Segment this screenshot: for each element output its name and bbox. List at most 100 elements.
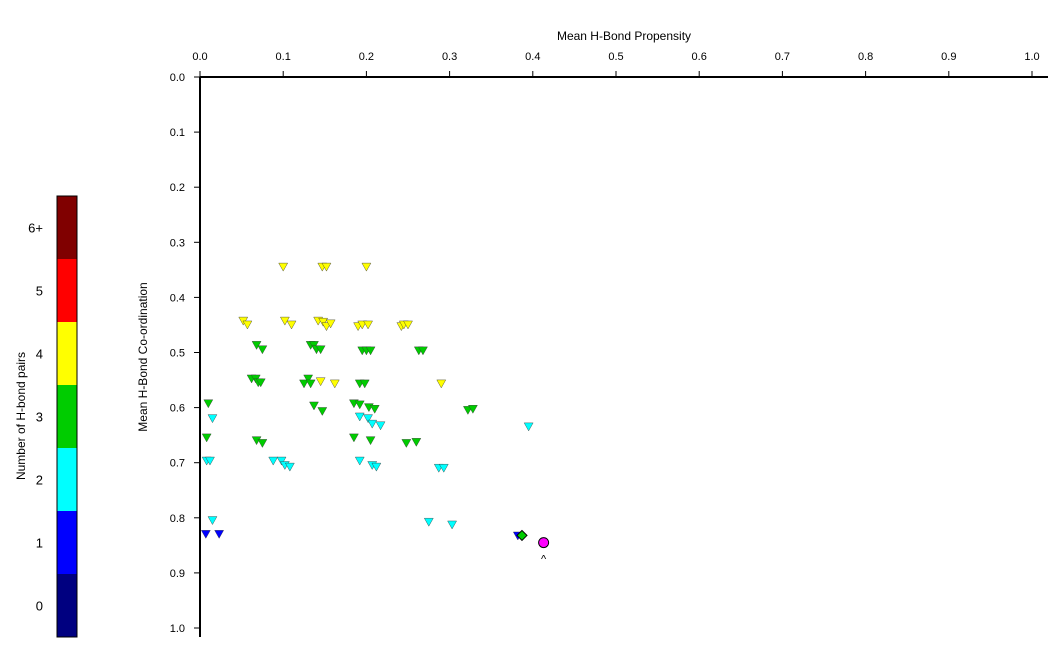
triangle-point <box>201 433 212 443</box>
colorbar-segment <box>57 322 77 385</box>
triangle-point <box>365 436 376 446</box>
circle-point <box>538 537 550 549</box>
triangle-point <box>278 262 289 272</box>
triangle-point <box>286 320 297 330</box>
colorbar-level-label: 4 <box>36 347 43 362</box>
triangle-point <box>268 456 279 466</box>
point-annotation: ^ <box>541 554 547 566</box>
triangle-point <box>359 379 370 389</box>
triangle-point <box>285 462 295 472</box>
colorbar-segment <box>57 196 77 259</box>
triangle-point <box>371 462 382 472</box>
triangle-point <box>403 320 413 330</box>
y-tick-label: 0.8 <box>170 513 185 525</box>
triangle-point <box>401 439 412 448</box>
colorbar: 0 1 2 3 4 5 6+ <box>28 195 78 638</box>
triangle-point <box>303 374 314 384</box>
triangle-point <box>257 439 268 448</box>
triangle-point <box>363 414 373 424</box>
triangle-point <box>375 421 386 431</box>
y-tick-label: 0.7 <box>170 458 185 470</box>
y-tick-label: 0.0 <box>170 72 185 84</box>
triangle-point <box>305 379 316 389</box>
x-tick-label: 0.4 <box>525 51 540 63</box>
x-tick-label: 0.6 <box>692 51 707 63</box>
triangle-point <box>315 377 326 387</box>
triangle-point <box>318 317 328 327</box>
colorbar-level-label: 1 <box>36 536 43 551</box>
triangle-point <box>203 399 214 409</box>
x-tick-label: 0.7 <box>775 51 790 63</box>
triangle-point <box>309 341 319 350</box>
triangle-point <box>411 438 422 447</box>
triangle-point <box>205 456 215 466</box>
triangle-point <box>317 407 328 416</box>
x-tick-label: 1.0 <box>1024 51 1039 63</box>
x-tick-label: 0.1 <box>276 51 291 63</box>
triangle-point <box>354 400 365 410</box>
triangle-point <box>276 456 287 466</box>
colorbar-segment <box>57 574 77 637</box>
x-tick-label: 0.9 <box>941 51 956 63</box>
colorbar-segment <box>57 259 77 322</box>
triangle-point <box>309 401 319 411</box>
colorbar-level-label: 5 <box>36 284 43 299</box>
x-tick-label: 0.2 <box>359 51 374 63</box>
x-tick-label: 0.8 <box>858 51 873 63</box>
triangle-point <box>349 433 359 443</box>
x-tick-label: 0.5 <box>608 51 623 63</box>
x-tick-label: 0.3 <box>442 51 457 63</box>
triangle-point <box>447 520 457 530</box>
colorbar-level-label: 6+ <box>28 221 43 236</box>
triangle-point <box>354 412 365 422</box>
y-tick-label: 0.9 <box>170 568 185 580</box>
colorbar-level-label: 0 <box>36 599 43 614</box>
triangle-point <box>468 405 478 414</box>
diamond-point <box>516 529 528 542</box>
triangle-point <box>363 320 373 330</box>
triangle-point <box>242 320 253 330</box>
triangle-point <box>436 379 447 389</box>
x-tick-label: 0.0 <box>192 51 207 63</box>
triangle-point <box>354 456 365 466</box>
triangle-point <box>255 378 266 388</box>
triangle-point <box>365 346 376 356</box>
triangle-point <box>361 262 372 272</box>
triangle-point <box>299 379 309 389</box>
triangle-point <box>207 414 218 424</box>
y-tick-label: 0.5 <box>170 348 185 360</box>
colorbar-segment <box>57 448 77 511</box>
triangle-point <box>315 345 326 355</box>
y-axis-title: Mean H-Bond Co-ordination <box>136 282 150 431</box>
y-tick-label: 0.6 <box>170 403 185 415</box>
y-tick-label: 0.3 <box>170 237 185 249</box>
triangle-point <box>207 516 218 525</box>
y-tick-label: 0.1 <box>170 127 185 139</box>
triangle-point <box>214 530 224 539</box>
colorbar-level-label: 3 <box>36 410 43 425</box>
triangle-point <box>438 464 449 473</box>
triangle-point <box>257 345 268 355</box>
triangle-point <box>523 422 534 432</box>
x-axis-title: Mean H-Bond Propensity <box>557 29 691 43</box>
colorbar-frame <box>56 195 78 638</box>
triangle-point <box>321 262 332 272</box>
colorbar-level-label: 2 <box>36 473 43 488</box>
triangle-point <box>251 341 262 350</box>
triangle-point <box>329 379 340 389</box>
triangle-point <box>423 518 434 527</box>
triangle-point <box>325 319 336 329</box>
colorbar-segment <box>57 511 77 574</box>
triangle-point <box>200 530 211 539</box>
triangle-point <box>367 419 378 429</box>
axes: 0.0 0.1 0.2 0.3 0.4 0.5 0.6 0.7 0.8 0.9 1.0 0.0 0.1 0… <box>170 51 1048 637</box>
data-points: ^ <box>200 262 550 566</box>
y-tick-label: 0.4 <box>170 292 185 304</box>
triangle-point <box>418 346 428 356</box>
triangle-point <box>369 405 380 414</box>
y-tick-label: 0.2 <box>170 182 185 194</box>
colorbar-label: Number of H-bond pairs <box>14 352 28 480</box>
y-tick-label: 1.0 <box>170 623 185 635</box>
colorbar-segment <box>57 385 77 448</box>
